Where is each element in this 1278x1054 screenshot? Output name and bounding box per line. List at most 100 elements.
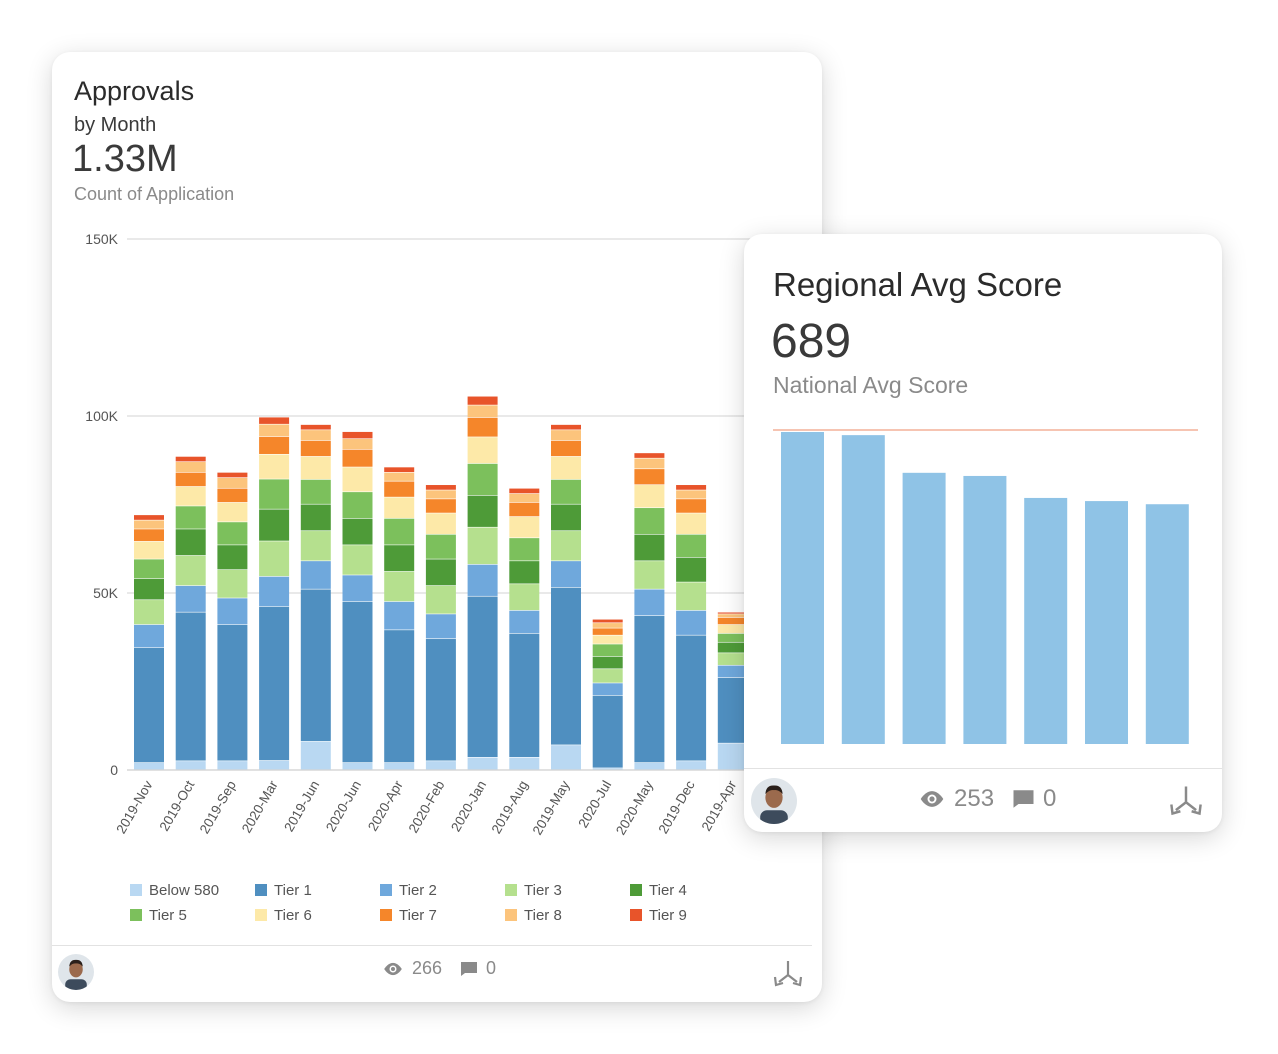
bar-segment[interactable] [259, 479, 290, 509]
bar-segment[interactable] [175, 761, 206, 770]
bar-segment[interactable] [425, 614, 456, 639]
bar-segment[interactable] [425, 534, 456, 559]
bar-segment[interactable] [342, 762, 373, 770]
bar[interactable] [1085, 501, 1128, 744]
bar-segment[interactable] [300, 504, 331, 531]
bar-segment[interactable] [509, 493, 540, 503]
bar-segment[interactable] [634, 589, 665, 616]
bar-segment[interactable] [509, 561, 540, 584]
bar-segment[interactable] [676, 635, 707, 761]
bar[interactable] [841, 435, 885, 744]
drill-down-button[interactable] [772, 958, 804, 993]
bar-segment[interactable] [509, 488, 540, 494]
bar-segment[interactable] [300, 424, 331, 430]
bar-segment[interactable] [634, 485, 665, 508]
bar-stack[interactable] [551, 424, 581, 770]
bar-segment[interactable] [217, 545, 248, 570]
bar-segment[interactable] [509, 584, 540, 611]
bar-segment[interactable] [384, 481, 415, 497]
bar-segment[interactable] [175, 456, 206, 462]
bar-segment[interactable] [217, 477, 248, 488]
bar-segment[interactable] [717, 633, 748, 642]
bar-segment[interactable] [342, 518, 373, 545]
bar-segment[interactable] [717, 665, 748, 678]
views-stat[interactable]: 266 [382, 958, 442, 979]
bar-segment[interactable] [592, 628, 623, 635]
bar-segment[interactable] [217, 624, 248, 761]
bar-segment[interactable] [134, 520, 164, 529]
bar-segment[interactable] [300, 456, 331, 480]
bar-segment[interactable] [509, 757, 540, 770]
bar-segment[interactable] [384, 601, 415, 630]
bar-segment[interactable] [175, 472, 206, 487]
bar-segment[interactable] [634, 561, 665, 589]
bar-segment[interactable] [551, 504, 581, 531]
bar-segment[interactable] [384, 497, 415, 519]
bar-stack[interactable] [467, 396, 498, 770]
bar-segment[interactable] [175, 506, 206, 529]
bar-stack[interactable] [384, 467, 415, 770]
bar-segment[interactable] [634, 458, 665, 469]
bar-segment[interactable] [467, 564, 498, 596]
bar-segment[interactable] [509, 633, 540, 758]
legend-item[interactable]: Tier 5 [130, 907, 187, 924]
bar[interactable] [963, 475, 1007, 744]
bar-segment[interactable] [676, 513, 707, 534]
bar-stack[interactable] [134, 515, 164, 770]
comments-stat[interactable]: 0 [1012, 785, 1056, 813]
bar-segment[interactable] [342, 449, 373, 467]
legend-item[interactable]: Tier 3 [505, 882, 562, 899]
bar-segment[interactable] [551, 531, 581, 561]
bar-segment[interactable] [342, 601, 373, 763]
legend-item[interactable]: Tier 1 [255, 882, 312, 899]
bar-segment[interactable] [717, 677, 748, 743]
bar-segment[interactable] [134, 559, 164, 579]
bar-stack[interactable] [592, 619, 623, 770]
bar-segment[interactable] [592, 669, 623, 683]
bar-segment[interactable] [592, 768, 623, 770]
legend-item[interactable]: Tier 8 [505, 907, 562, 924]
bar-segment[interactable] [676, 534, 707, 557]
bar-segment[interactable] [217, 488, 248, 503]
bar-segment[interactable] [425, 639, 456, 761]
bar-segment[interactable] [300, 479, 331, 504]
legend-item[interactable]: Tier 9 [630, 907, 687, 924]
bar-segment[interactable] [676, 761, 707, 770]
bar[interactable] [1145, 504, 1189, 744]
bar-segment[interactable] [217, 472, 248, 478]
bar-segment[interactable] [467, 495, 498, 527]
bar-segment[interactable] [717, 743, 748, 770]
bar-stack[interactable] [425, 485, 456, 770]
bar-segment[interactable] [259, 424, 290, 437]
bar-segment[interactable] [467, 417, 498, 437]
bar-segment[interactable] [592, 635, 623, 644]
bar-segment[interactable] [134, 541, 164, 559]
bar-segment[interactable] [467, 596, 498, 758]
bar-segment[interactable] [300, 531, 331, 561]
bar-segment[interactable] [384, 762, 415, 770]
bar[interactable] [1024, 497, 1068, 744]
bar-segment[interactable] [634, 453, 665, 458]
bar-segment[interactable] [300, 430, 331, 441]
bar-segment[interactable] [175, 555, 206, 586]
bar-segment[interactable] [509, 538, 540, 561]
bar-segment[interactable] [342, 431, 373, 439]
bar-stack[interactable] [300, 424, 331, 770]
bar-segment[interactable] [551, 424, 581, 430]
bar-segment[interactable] [551, 456, 581, 480]
bar-segment[interactable] [342, 439, 373, 450]
bar-segment[interactable] [300, 741, 331, 770]
bar-stack[interactable] [509, 488, 540, 770]
bar-segment[interactable] [634, 762, 665, 770]
bar-segment[interactable] [425, 485, 456, 490]
bar-segment[interactable] [384, 467, 415, 473]
legend-item[interactable]: Tier 7 [380, 907, 437, 924]
bar-segment[interactable] [425, 559, 456, 586]
bar-segment[interactable] [134, 600, 164, 625]
bar-segment[interactable] [425, 513, 456, 534]
bar-segment[interactable] [717, 612, 748, 614]
bar-segment[interactable] [467, 396, 498, 405]
bar-segment[interactable] [467, 437, 498, 464]
bar-segment[interactable] [676, 582, 707, 611]
bar-segment[interactable] [425, 585, 456, 614]
